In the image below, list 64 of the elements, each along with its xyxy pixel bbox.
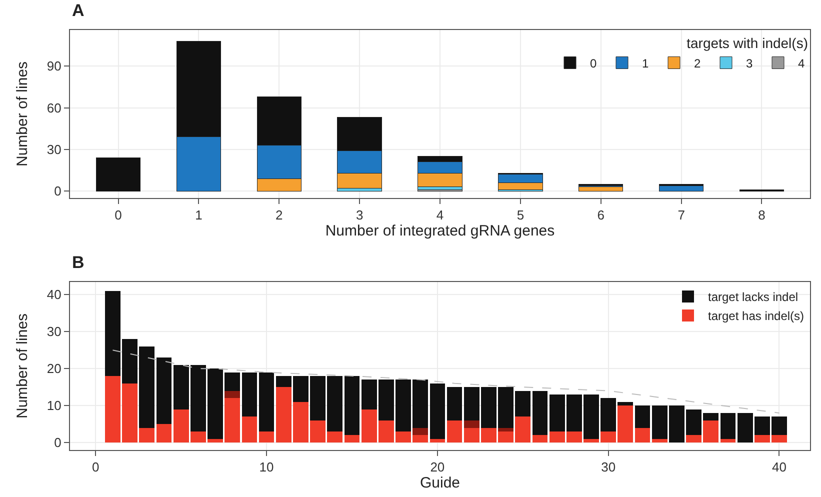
legend-label: 3	[746, 56, 753, 70]
y-axis-title: Number of lines	[14, 61, 32, 167]
x-axis-title: Number of integrated gRNA genes	[325, 222, 555, 240]
x-tick-label: 7	[678, 208, 685, 223]
x-tick-label: 8	[758, 208, 766, 223]
bar	[156, 424, 172, 443]
x-tick-label: 30	[601, 460, 616, 475]
chart-title: A	[72, 1, 84, 20]
bar	[634, 428, 650, 443]
bar	[498, 428, 514, 432]
legend-title: targets with indel(s)	[686, 35, 808, 52]
bar	[412, 428, 428, 436]
x-tick-label: 40	[772, 460, 786, 475]
bar	[446, 420, 462, 443]
bar	[430, 438, 446, 443]
legend-label: target has indel(s)	[708, 309, 804, 324]
bar	[96, 157, 141, 192]
bar	[242, 416, 258, 443]
y-tick-label: 30	[46, 142, 62, 157]
legend-label: target lacks indel	[708, 290, 798, 304]
legend-label: 1	[642, 56, 649, 70]
bar	[258, 432, 274, 443]
x-tick-label: 4	[436, 208, 444, 223]
bar	[446, 387, 462, 420]
legend-label: 0	[590, 56, 597, 70]
y-tick-label: 90	[46, 58, 62, 74]
bar	[720, 413, 736, 439]
bar	[156, 357, 172, 424]
y-tick-label: 0	[54, 184, 62, 199]
bar	[658, 185, 704, 192]
bar	[430, 383, 446, 439]
bar	[258, 372, 274, 432]
y-tick-label: 30	[46, 324, 62, 340]
bar	[344, 376, 360, 436]
x-tick-label: 6	[597, 208, 604, 223]
x-tick-label: 1	[195, 208, 202, 223]
bar	[344, 435, 360, 443]
x-tick-label: 2	[276, 208, 283, 223]
y-tick-label: 60	[46, 100, 62, 116]
x-tick-label: 0	[92, 460, 100, 475]
x-tick-label: 0	[114, 208, 122, 223]
y-tick-label: 0	[54, 435, 62, 450]
y-axis-title: Number of lines	[14, 313, 32, 419]
bar	[634, 406, 650, 428]
x-tick-label: 5	[516, 208, 524, 223]
bar	[242, 372, 258, 417]
x-axis-title: Guide	[420, 474, 460, 492]
chart-title: B	[72, 253, 84, 272]
legend-label: 4	[798, 56, 805, 70]
bar	[720, 438, 736, 443]
bar	[224, 390, 240, 398]
y-tick-label: 40	[46, 287, 62, 302]
y-tick-label: 20	[46, 361, 62, 376]
bar	[532, 390, 548, 436]
legend-label: 2	[694, 56, 701, 70]
bar	[652, 438, 668, 443]
bar	[578, 186, 624, 192]
y-tick-label: 10	[46, 398, 62, 414]
x-tick-label: 3	[356, 208, 364, 223]
bar	[532, 435, 548, 443]
x-tick-label: 20	[430, 460, 445, 475]
x-tick-label: 10	[259, 460, 274, 475]
bar	[464, 420, 480, 428]
line-series	[112, 350, 780, 414]
